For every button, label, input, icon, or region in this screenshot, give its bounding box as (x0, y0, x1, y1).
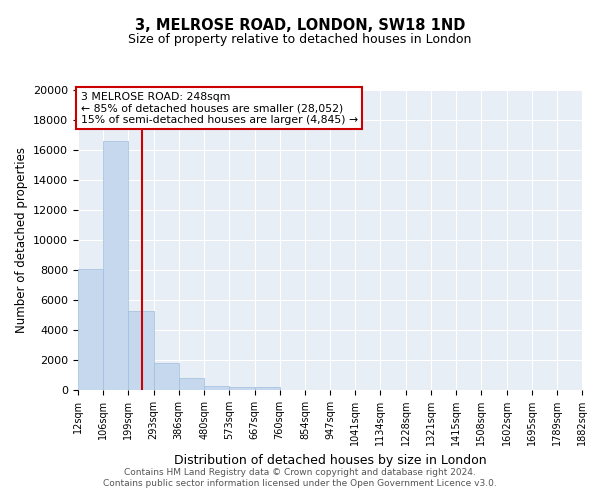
Bar (254, 387, 280, 390)
Bar (154, 363, 179, 390)
Bar (128, 310, 154, 390)
Text: Contains HM Land Registry data © Crown copyright and database right 2024.
Contai: Contains HM Land Registry data © Crown c… (103, 468, 497, 487)
Bar (103, 141, 128, 390)
Bar (179, 378, 204, 390)
Text: Size of property relative to detached houses in London: Size of property relative to detached ho… (128, 32, 472, 46)
Bar (229, 387, 254, 390)
Text: 3 MELROSE ROAD: 248sqm
← 85% of detached houses are smaller (28,052)
15% of semi: 3 MELROSE ROAD: 248sqm ← 85% of detached… (80, 92, 358, 124)
Bar (78, 269, 103, 390)
Text: 3, MELROSE ROAD, LONDON, SW18 1ND: 3, MELROSE ROAD, LONDON, SW18 1ND (135, 18, 465, 32)
X-axis label: Distribution of detached houses by size in London: Distribution of detached houses by size … (173, 454, 487, 466)
Bar (204, 386, 229, 390)
Y-axis label: Number of detached properties: Number of detached properties (14, 147, 28, 333)
